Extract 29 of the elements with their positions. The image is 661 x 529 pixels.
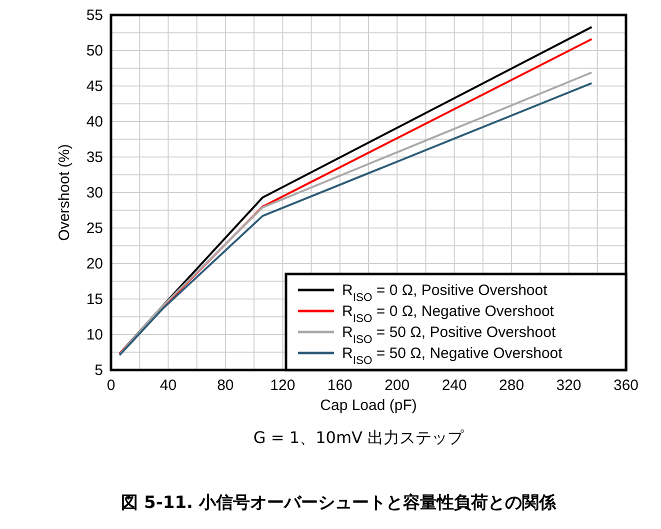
x-tick-label: 120	[270, 377, 296, 394]
legend-label: R$_{ISO}$ = 50 Ω, Negative Overshoot	[342, 345, 564, 367]
y-tick-label: 50	[86, 42, 103, 60]
legend-label: R$_{ISO}$ = 0 Ω, Negative Overshoot	[342, 303, 555, 325]
y-tick-label: 35	[86, 149, 103, 166]
y-tick-label: 20	[86, 256, 103, 272]
y-tick-label: 15	[86, 291, 103, 308]
x-tick-label: 40	[160, 377, 177, 394]
x-tick-label: 0	[106, 377, 116, 394]
y-tick-label: 45	[86, 78, 103, 95]
x-tick-label: 280	[499, 377, 524, 394]
legend-label: R$_{ISO}$ = 0 Ω, Positive Overshoot	[342, 282, 548, 304]
text: G = 1、10mV 出力ステップ	[253, 428, 465, 447]
x-tick-label: 160	[327, 377, 352, 394]
x-axis-title: Cap Load (pF)	[320, 397, 417, 414]
y-axis-title: Overshoot (%)	[56, 144, 73, 241]
y-tick-label: 25	[86, 220, 103, 237]
y-tick-label: 40	[86, 114, 103, 130]
y-tick-label: 30	[86, 184, 103, 202]
y-tick-label: 55	[86, 7, 103, 24]
text: 図 5-11. 小信号オーバーシュートと容量性負荷との関係	[121, 493, 557, 513]
x-tick-label: 240	[442, 377, 467, 394]
y-tick-label: 10	[86, 326, 103, 344]
x-tick-label: 80	[217, 377, 234, 394]
y-tick-label: 5	[94, 362, 103, 379]
legend-label: R$_{ISO}$ = 50 Ω, Positive Overshoot	[342, 324, 556, 346]
x-tick-label: 200	[384, 377, 410, 394]
x-tick-label: 360	[613, 377, 639, 394]
x-tick-label: 320	[556, 377, 582, 394]
